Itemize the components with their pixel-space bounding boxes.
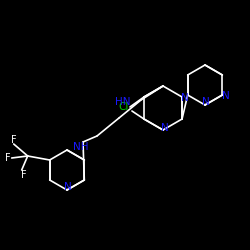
- Text: F: F: [21, 170, 26, 180]
- Text: N: N: [181, 93, 189, 103]
- Text: N: N: [222, 91, 230, 101]
- Text: N: N: [64, 182, 72, 192]
- Text: N: N: [161, 123, 169, 133]
- Text: NH: NH: [73, 142, 89, 152]
- Text: F: F: [11, 135, 16, 145]
- Text: F: F: [5, 153, 10, 163]
- Text: N: N: [202, 97, 210, 107]
- Text: Cl: Cl: [119, 102, 129, 112]
- Text: HN: HN: [116, 97, 131, 107]
